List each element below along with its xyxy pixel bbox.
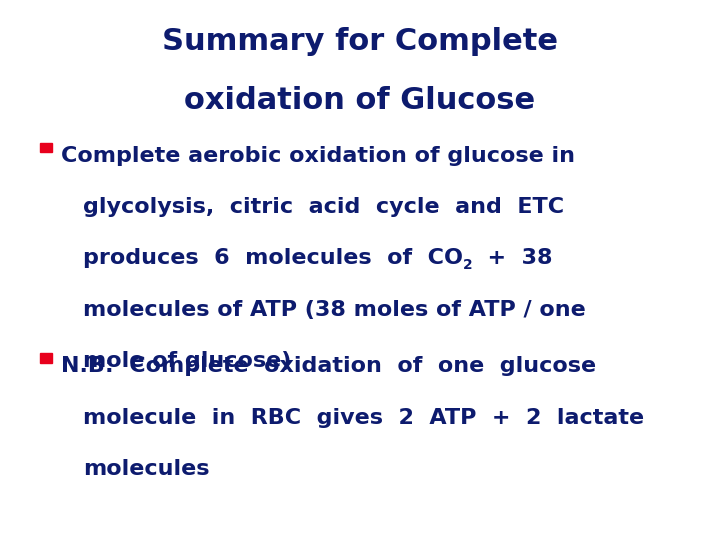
FancyBboxPatch shape — [40, 353, 52, 363]
Text: molecules: molecules — [83, 459, 210, 479]
FancyBboxPatch shape — [40, 143, 52, 152]
Text: Summary for Complete: Summary for Complete — [162, 27, 558, 56]
Text: Complete aerobic oxidation of glucose in: Complete aerobic oxidation of glucose in — [61, 146, 575, 166]
Text: mole of glucose): mole of glucose) — [83, 351, 291, 371]
Text: molecules of ATP (38 moles of ATP / one: molecules of ATP (38 moles of ATP / one — [83, 300, 585, 320]
Text: N.B:  Complete  oxidation  of  one  glucose: N.B: Complete oxidation of one glucose — [61, 356, 596, 376]
Text: glycolysis,  citric  acid  cycle  and  ETC: glycolysis, citric acid cycle and ETC — [83, 197, 564, 217]
Text: oxidation of Glucose: oxidation of Glucose — [184, 86, 536, 116]
Text: produces  6  molecules  of  CO: produces 6 molecules of CO — [83, 248, 463, 268]
Text: 2: 2 — [463, 258, 472, 272]
Text: +  38: + 38 — [472, 248, 553, 268]
Text: molecule  in  RBC  gives  2  ATP  +  2  lactate: molecule in RBC gives 2 ATP + 2 lactate — [83, 408, 644, 428]
